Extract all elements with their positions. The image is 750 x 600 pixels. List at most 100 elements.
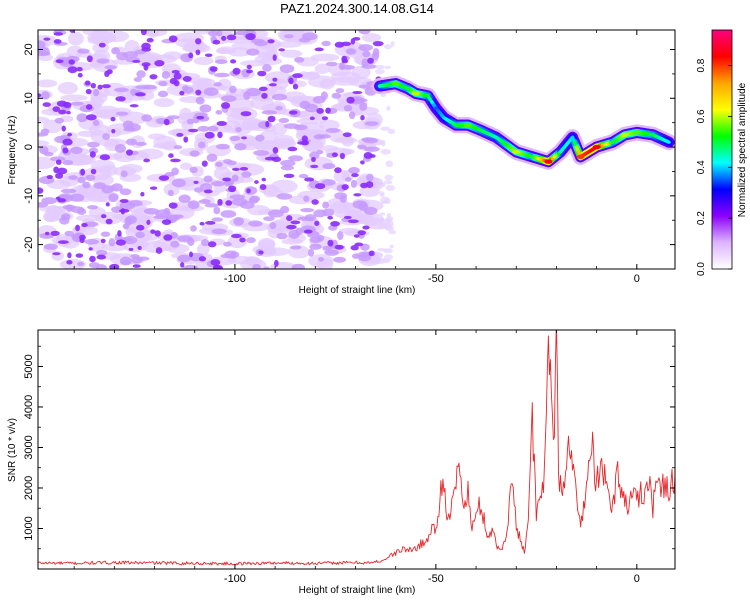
- noise-spot: [204, 203, 219, 208]
- noise-peak: [207, 241, 217, 248]
- noise-peak: [272, 54, 277, 61]
- noise-spot: [303, 195, 310, 202]
- noise-peak: [239, 166, 249, 171]
- noise-spot: [114, 87, 129, 93]
- noise-spot: [226, 160, 237, 166]
- noise-spot: [300, 208, 315, 213]
- noise-spot: [220, 253, 232, 258]
- noise-spot: [246, 237, 256, 244]
- noise-spot: [167, 115, 180, 120]
- noise-peak: [75, 253, 84, 258]
- snr-series-line: [38, 330, 675, 566]
- noise-peak: [212, 39, 221, 45]
- noise-spot: [298, 173, 309, 179]
- noise-spot: [76, 208, 87, 216]
- noise-spot: [136, 70, 146, 79]
- noise-peak: [61, 125, 66, 132]
- noise-peak: [254, 180, 259, 184]
- noise-spot: [241, 171, 252, 178]
- noise-fringe: [379, 212, 385, 216]
- noise-spot: [96, 58, 110, 64]
- noise-spot: [276, 193, 293, 200]
- noise-spot: [252, 263, 261, 269]
- noise-spot: [189, 166, 198, 174]
- noise-spot: [108, 193, 119, 203]
- snr-y-tick-label: 3000: [23, 435, 35, 459]
- noise-spot: [331, 92, 342, 99]
- noise-peak: [196, 115, 205, 120]
- noise-peak: [309, 116, 315, 121]
- noise-spot: [352, 98, 368, 103]
- noise-peak: [189, 251, 194, 258]
- noise-spot: [110, 183, 123, 192]
- noise-spot: [208, 30, 219, 37]
- noise-spot: [153, 215, 169, 220]
- noise-peak: [62, 147, 69, 154]
- noise-peak: [53, 166, 59, 174]
- noise-peak: [220, 102, 231, 109]
- signal-peak: [411, 91, 420, 96]
- noise-spot: [62, 159, 74, 166]
- colorbar-tick-label: 0.6: [696, 109, 707, 123]
- noise-spot: [43, 243, 58, 250]
- noise-spot: [298, 37, 311, 43]
- noise-peak: [258, 250, 264, 255]
- noise-peak: [360, 160, 365, 165]
- noise-spot: [283, 123, 300, 129]
- noise-spot: [163, 207, 171, 215]
- noise-peak: [182, 75, 192, 82]
- noise-peak: [132, 59, 141, 63]
- noise-peak: [360, 115, 365, 121]
- noise-fringe: [390, 41, 395, 47]
- noise-spot: [278, 117, 290, 123]
- noise-spot: [177, 235, 193, 242]
- colorbar-tick-label: 0.8: [696, 58, 707, 72]
- noise-peak: [111, 128, 116, 134]
- noise-spot: [190, 225, 197, 232]
- noise-patch: [257, 51, 275, 59]
- noise-peak: [245, 33, 256, 41]
- noise-peak: [232, 67, 241, 75]
- noise-peak: [342, 132, 352, 138]
- noise-peak: [171, 69, 180, 74]
- noise-peak: [163, 234, 173, 241]
- noise-peak: [311, 199, 319, 205]
- noise-peak: [357, 230, 366, 236]
- noise-peak: [110, 116, 116, 122]
- noise-peak: [99, 154, 111, 161]
- noise-spot: [207, 125, 219, 132]
- noise-peak: [79, 234, 86, 241]
- noise-spot: [85, 174, 96, 181]
- noise-peak: [343, 215, 352, 219]
- noise-peak: [136, 224, 145, 231]
- noise-peak: [288, 110, 298, 115]
- noise-peak: [210, 258, 221, 266]
- noise-patch: [145, 30, 160, 38]
- signal-peak: [632, 130, 641, 135]
- noise-peak: [330, 221, 340, 227]
- noise-peak: [199, 221, 205, 226]
- noise-peak: [168, 35, 178, 43]
- noise-spot: [183, 264, 199, 269]
- noise-peak: [67, 132, 73, 137]
- noise-peak: [80, 168, 86, 176]
- noise-patch: [281, 238, 304, 245]
- noise-peak: [129, 104, 139, 108]
- snr-y-tick-label: 4000: [23, 395, 35, 419]
- noise-peak: [62, 138, 73, 146]
- noise-spot: [70, 101, 84, 106]
- noise-peak: [353, 193, 362, 197]
- spectrogram-x-axis: -100 -50 0: [73, 30, 640, 285]
- noise-fringe: [377, 222, 387, 229]
- noise-patch: [307, 75, 337, 88]
- noise-spot: [345, 48, 357, 55]
- noise-peak: [105, 202, 110, 207]
- noise-peak: [272, 146, 279, 154]
- noise-peak: [85, 88, 92, 95]
- noise-spot: [77, 176, 86, 184]
- noise-fringe: [381, 139, 386, 147]
- noise-peak: [85, 114, 97, 121]
- colorbar-tick-label: 0.2: [696, 211, 707, 225]
- noise-peak: [104, 70, 110, 78]
- noise-peak: [53, 32, 64, 36]
